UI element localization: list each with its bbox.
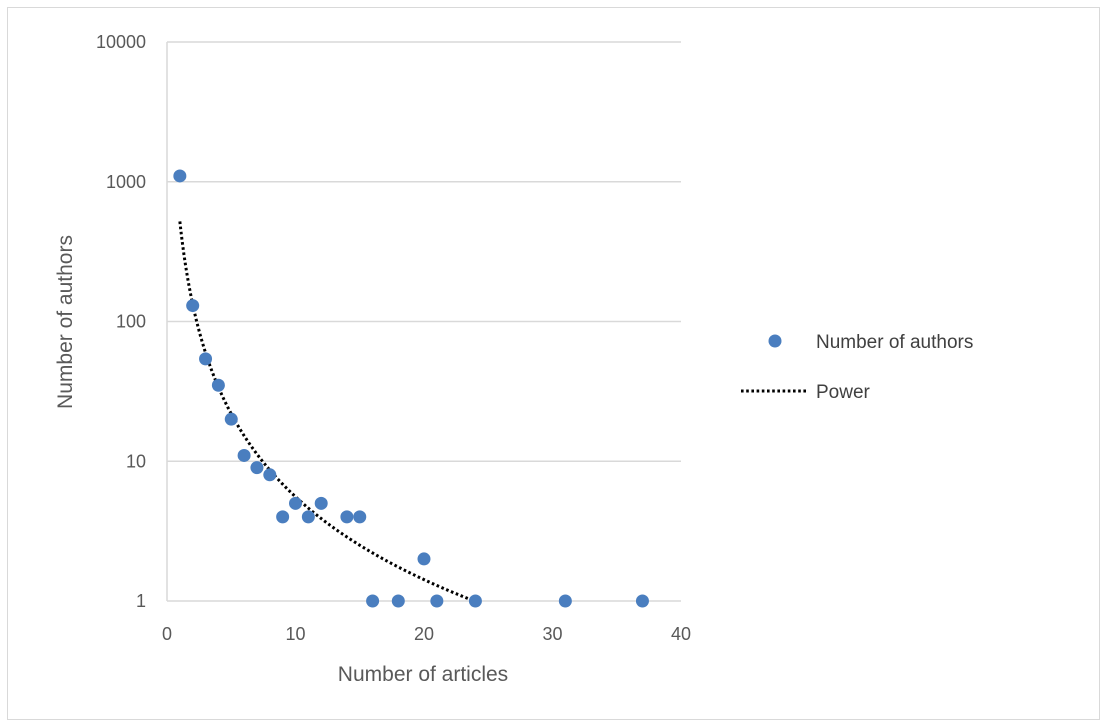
legend-label-number-of-authors: Number of authors <box>816 332 973 353</box>
data-point <box>199 352 213 366</box>
y-tick-label: 10 <box>126 451 146 471</box>
legend-marker-number-of-authors <box>768 334 782 348</box>
y-tick-label: 1 <box>136 591 146 611</box>
data-point <box>417 552 431 566</box>
gridlines <box>166 41 681 602</box>
y-tick-label: 100 <box>116 312 146 332</box>
trendline-power <box>178 221 476 603</box>
data-point <box>173 169 187 183</box>
data-point <box>558 594 572 608</box>
x-tick-label: 40 <box>671 624 691 644</box>
x-axis-title: Number of articles <box>338 663 508 686</box>
data-point <box>366 594 380 608</box>
data-point <box>263 468 277 482</box>
data-point <box>186 299 200 313</box>
legend: Number of authors Power <box>741 332 973 403</box>
data-point <box>211 378 225 392</box>
data-point <box>468 594 482 608</box>
data-point <box>237 448 251 462</box>
data-point <box>635 594 649 608</box>
x-tick-label: 10 <box>285 624 305 644</box>
y-tick-label: 10000 <box>96 32 146 52</box>
data-point <box>301 510 315 524</box>
data-point <box>391 594 405 608</box>
data-point <box>353 510 367 524</box>
x-tick-label: 0 <box>162 624 172 644</box>
data-point <box>314 496 328 510</box>
data-point <box>224 412 238 426</box>
data-points-layer <box>173 169 649 608</box>
x-tick-label: 20 <box>414 624 434 644</box>
x-tick-label: 30 <box>542 624 562 644</box>
legend-label-power: Power <box>816 382 871 403</box>
data-point <box>250 461 264 475</box>
x-tick-labels: 0 10 20 30 40 <box>162 624 691 644</box>
y-tick-labels: 1 10 100 1000 10000 <box>96 32 146 611</box>
y-axis-title: Number of authors <box>54 235 77 409</box>
y-tick-label: 1000 <box>106 172 146 192</box>
data-point <box>430 594 444 608</box>
trendline-layer <box>178 221 476 603</box>
data-point <box>340 510 354 524</box>
data-point <box>276 510 290 524</box>
data-point <box>289 496 302 510</box>
